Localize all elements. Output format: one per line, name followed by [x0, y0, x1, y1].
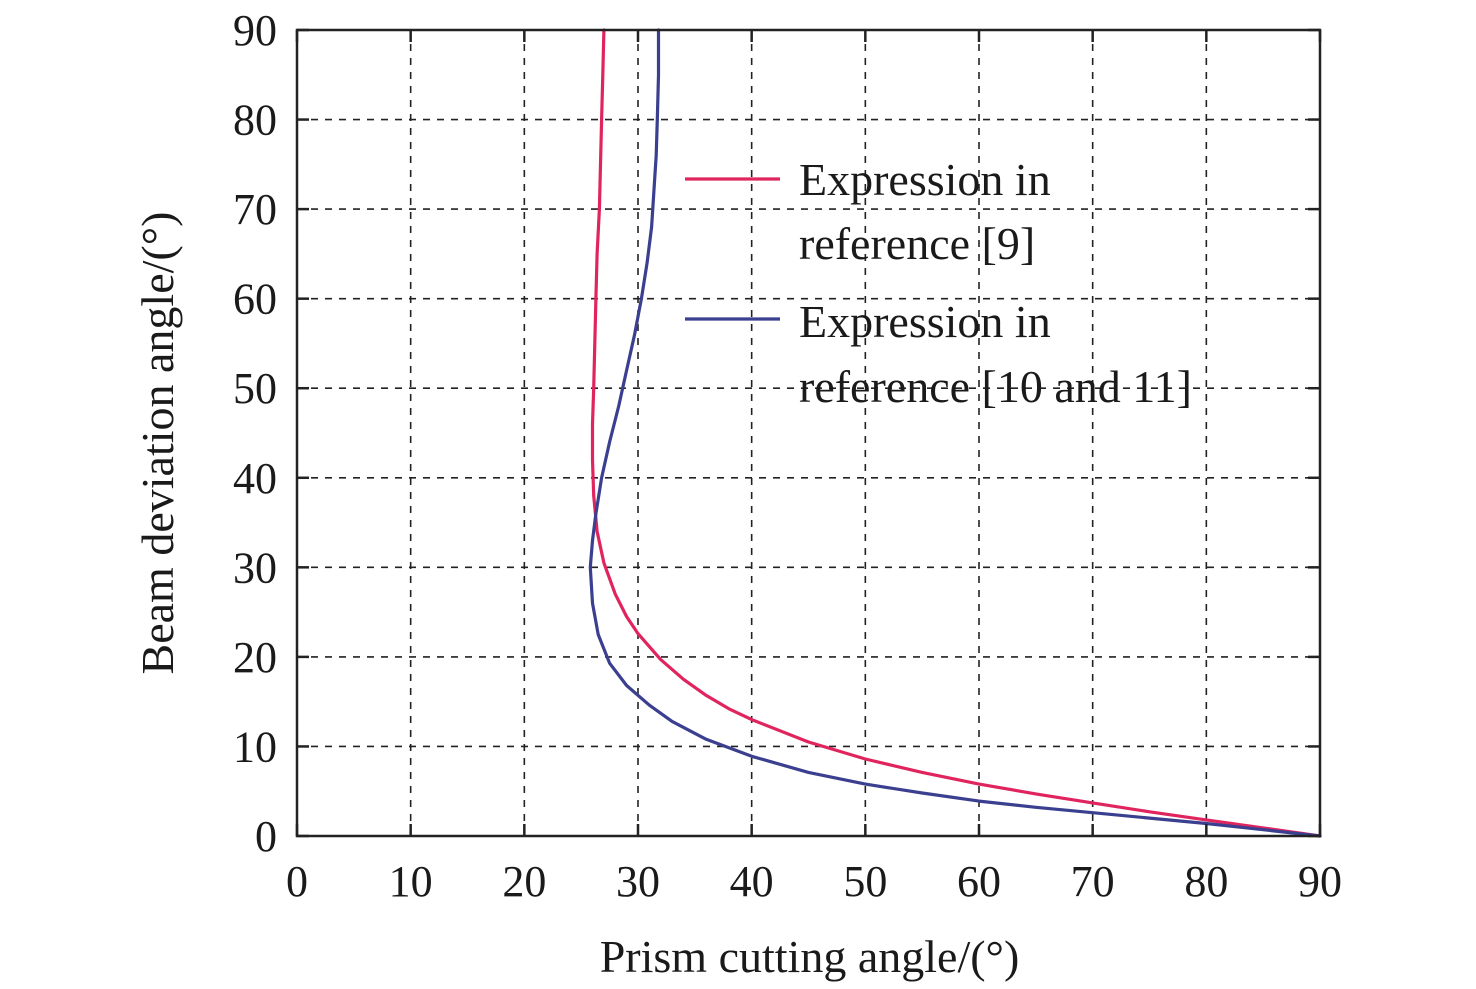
x-tick-label-80: 80 [1184, 857, 1228, 906]
y-tick-label-0: 0 [255, 812, 277, 861]
y-tick-label-10: 10 [233, 722, 277, 771]
y-tick-labels: 0 10 20 30 40 50 60 70 80 90 [233, 6, 277, 861]
legend-label-series-1-line-2: reference [9] [799, 218, 1035, 269]
y-tick-label-70: 70 [233, 185, 277, 234]
plot-frame [295, 28, 1322, 838]
y-tick-label-30: 30 [233, 543, 277, 592]
legend-label-series-1-line-1: Expression in [799, 154, 1051, 205]
x-tick-label-90: 90 [1298, 857, 1342, 906]
y-tick-label-60: 60 [233, 275, 277, 324]
x-axis-title: Prism cutting angle/(°) [600, 931, 1020, 982]
y-axis-title: Beam deviation angle/(°) [132, 212, 183, 675]
tick-marks [295, 28, 1322, 838]
series-line-2 [588, 28, 1322, 838]
legend-label-series-2-line-1: Expression in [799, 296, 1051, 347]
x-tick-label-40: 40 [730, 857, 774, 906]
y-tick-label-40: 40 [233, 454, 277, 503]
x-tick-label-70: 70 [1071, 857, 1115, 906]
y-tick-label-90: 90 [233, 6, 277, 55]
x-tick-label-50: 50 [843, 857, 887, 906]
x-tick-label-0: 0 [286, 857, 308, 906]
series-layer [588, 28, 1322, 838]
y-tick-label-50: 50 [233, 364, 277, 413]
x-tick-label-10: 10 [389, 857, 433, 906]
x-tick-label-30: 30 [616, 857, 660, 906]
y-tick-label-80: 80 [233, 96, 277, 145]
x-tick-label-20: 20 [502, 857, 546, 906]
y-tick-label-20: 20 [233, 633, 277, 682]
legend-label-series-2-line-2: reference [10 and 11] [799, 361, 1192, 412]
grid [297, 30, 1320, 836]
legend: Expression in reference [9] Expression i… [685, 154, 1192, 412]
x-tick-labels: 0 10 20 30 40 50 60 70 80 90 [286, 857, 1342, 906]
x-tick-label-60: 60 [957, 857, 1001, 906]
series-line-1 [590, 28, 1322, 838]
